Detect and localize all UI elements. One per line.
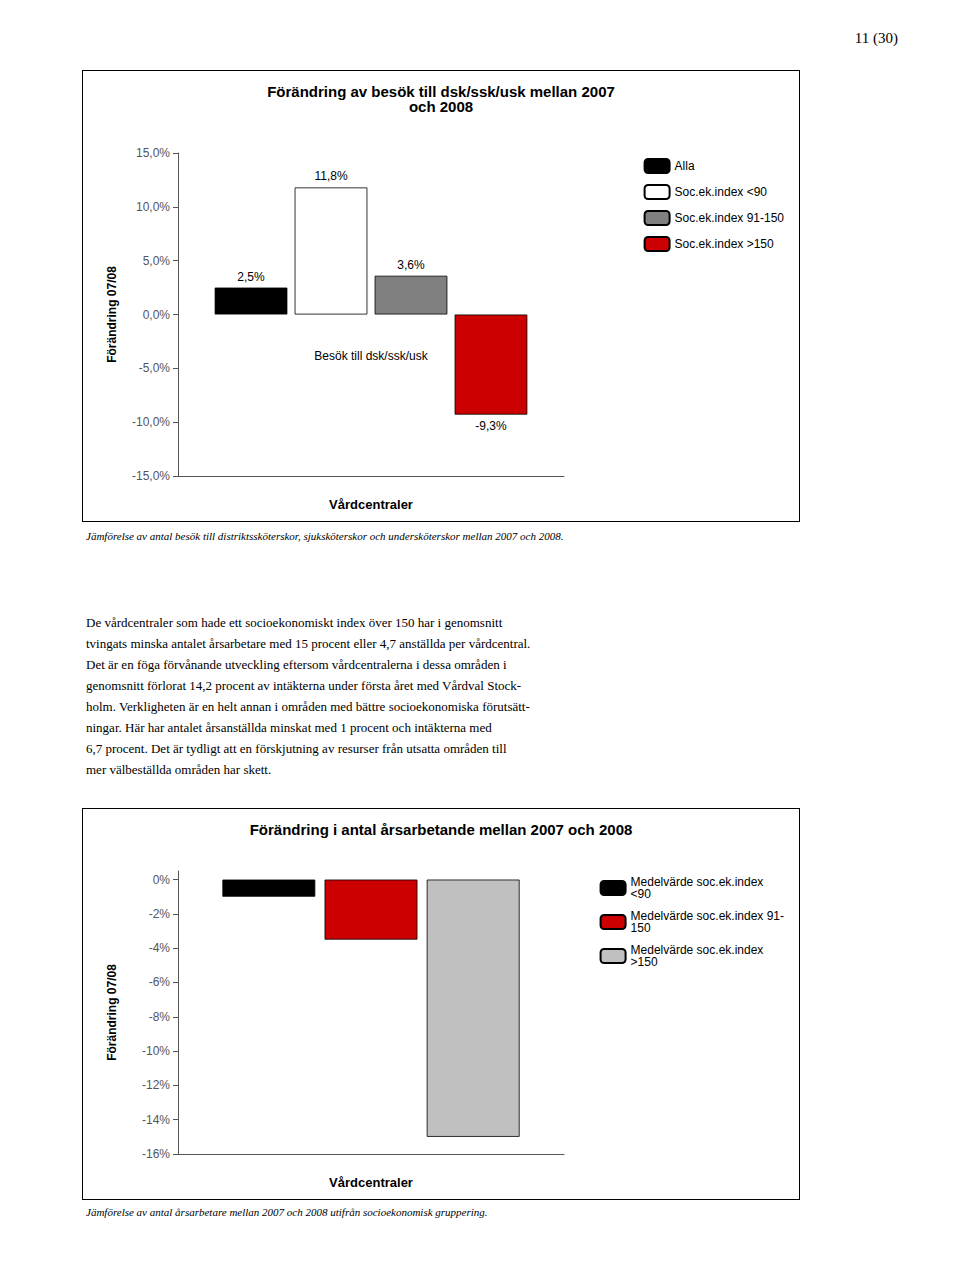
svg-text:Vårdcentraler: Vårdcentraler	[329, 1175, 413, 1190]
svg-text:-4%: -4%	[149, 941, 171, 955]
svg-text:-15,0%: -15,0%	[132, 469, 170, 483]
html-text:tvingats minska antalet årsarb: tvingats minska antalet årsarbetare med …	[86, 636, 531, 651]
svg-text:2,5%: 2,5%	[237, 270, 265, 284]
svg-text:-10%: -10%	[142, 1044, 170, 1058]
svg-text:3,6%: 3,6%	[397, 258, 425, 272]
svg-text:11,8%: 11,8%	[314, 169, 347, 183]
svg-text:Förändring 07/08: Förändring 07/08	[105, 266, 119, 363]
svg-text:0,0%: 0,0%	[143, 308, 171, 322]
svg-text:-8%: -8%	[149, 1010, 171, 1024]
svg-text:Medelvärde soc.ek.index 91-: Medelvärde soc.ek.index 91-	[631, 909, 784, 923]
svg-text:Alla: Alla	[675, 159, 695, 173]
svg-text:-16%: -16%	[142, 1147, 170, 1161]
html-text:genomsnitt förlorat 14,2 proce: genomsnitt förlorat 14,2 procent av intä…	[86, 678, 522, 693]
svg-text:5,0%: 5,0%	[143, 254, 171, 268]
svg-text:15,0%: 15,0%	[136, 146, 170, 160]
html-text:Jämförelse av antal besök till: Jämförelse av antal besök till distrikts…	[86, 530, 564, 542]
svg-text:-12%: -12%	[142, 1078, 170, 1092]
svg-text:Soc.ek.index >150: Soc.ek.index >150	[675, 237, 774, 251]
svg-text:Soc.ek.index 91-150: Soc.ek.index 91-150	[675, 211, 785, 225]
svg-text:Medelvärde soc.ek.index: Medelvärde soc.ek.index	[630, 943, 764, 957]
svg-text:Förändring 07/08: Förändring 07/08	[105, 964, 119, 1061]
svg-text:10,0%: 10,0%	[136, 200, 170, 214]
html-text:Det är en föga förvånande utve: Det är en föga förvånande utveckling eft…	[86, 657, 507, 672]
svg-text:-9,3%: -9,3%	[475, 419, 507, 433]
svg-text:150: 150	[631, 921, 651, 935]
svg-text:Vårdcentraler: Vårdcentraler	[329, 497, 413, 512]
svg-text:-2%: -2%	[149, 907, 171, 921]
svg-text:Medelvärde soc.ek.index: Medelvärde soc.ek.index	[630, 875, 764, 889]
svg-text:-10,0%: -10,0%	[132, 415, 170, 429]
svg-text:>150: >150	[631, 955, 658, 969]
html-text:holm. Verkligheten är en helt: holm. Verkligheten är en helt annan i om…	[86, 699, 530, 714]
svg-text:Soc.ek.index <90: Soc.ek.index <90	[675, 185, 768, 199]
html-text:ningar. Här har antalet årsans: ningar. Här har antalet årsanställda min…	[86, 720, 492, 735]
html-text:Jämförelse av antal årsarbetar: Jämförelse av antal årsarbetare mellan 2…	[86, 1206, 488, 1218]
svg-text:Förändring i antal årsarbetand: Förändring i antal årsarbetande mellan 2…	[250, 821, 633, 838]
svg-text:Förändring av besök till dsk/s: Förändring av besök till dsk/ssk/usk mel…	[267, 83, 615, 100]
svg-text:-14%: -14%	[142, 1113, 170, 1127]
html-text:11 (30): 11 (30)	[854, 30, 898, 46]
html-text:De vårdcentraler som hade ett: De vårdcentraler som hade ett socioekono…	[86, 615, 503, 630]
html-text:mer välbeställda områden har s: mer välbeställda områden har skett.	[86, 762, 272, 777]
svg-text:<90: <90	[631, 887, 652, 901]
html-text:6,7 procent. Det är tydligt at: 6,7 procent. Det är tydligt att en försk…	[86, 741, 507, 756]
svg-text:0%: 0%	[153, 873, 171, 887]
svg-text:och 2008: och 2008	[409, 98, 473, 115]
svg-text:-6%: -6%	[149, 975, 171, 989]
svg-text:-5,0%: -5,0%	[139, 361, 171, 375]
svg-text:Besök till dsk/ssk/usk: Besök till dsk/ssk/usk	[314, 349, 428, 363]
